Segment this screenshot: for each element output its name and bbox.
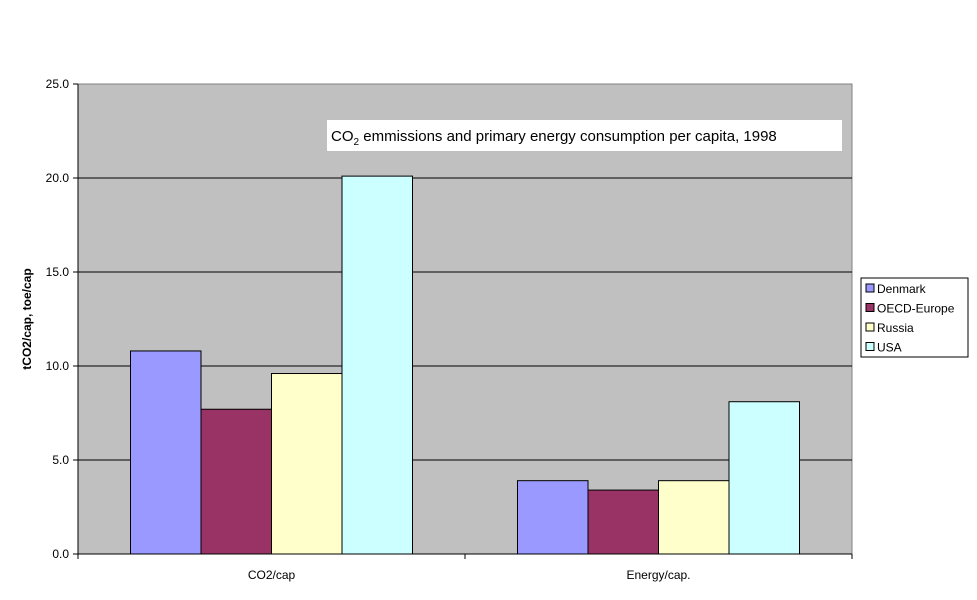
- y-tick-label: 25.0: [46, 77, 70, 91]
- x-axis-ticks: CO2/cap Energy/cap.: [77, 554, 853, 582]
- y-axis-ticks: 0.0 5.0 10.0 15.0 20.0 25.0: [46, 77, 78, 561]
- chart-title: CO2 emmissions and primary energy consum…: [331, 128, 777, 148]
- legend-label: Denmark: [877, 282, 927, 296]
- legend-label: OECD-Europe: [877, 302, 955, 316]
- legend-swatch: [865, 322, 875, 332]
- chart-title-box: CO2 emmissions and primary energy consum…: [327, 120, 842, 151]
- chart-title-suffix: emmissions and primary energy consumptio…: [359, 128, 777, 145]
- bar-denmark-0: [130, 350, 202, 555]
- bar-usa-1: [728, 401, 800, 555]
- y-tick-label: 5.0: [52, 453, 69, 467]
- legend-swatch: [865, 303, 875, 312]
- x-tick-label: Energy/cap.: [626, 568, 690, 582]
- bar-oecd-europe-1: [587, 489, 659, 555]
- x-tick-label: CO2/cap: [248, 568, 296, 582]
- legend-swatch: [865, 283, 875, 293]
- bars: [130, 175, 800, 555]
- legend-label: USA: [877, 341, 902, 355]
- chart-title-prefix: CO: [331, 128, 354, 145]
- y-axis-title: tCO2/cap, toe/cap: [20, 268, 34, 369]
- y-tick-label: 15.0: [46, 265, 70, 279]
- bar-denmark-1: [517, 480, 589, 555]
- legend-swatch: [865, 342, 875, 351]
- y-tick-label: 0.0: [52, 547, 69, 561]
- legend-label: Russia: [877, 321, 914, 335]
- y-tick-label: 10.0: [46, 359, 70, 373]
- bar-russia-0: [271, 373, 343, 555]
- bar-russia-1: [658, 480, 730, 555]
- bar-oecd-europe-0: [200, 408, 272, 555]
- y-tick-label: 20.0: [46, 171, 70, 185]
- legend-box: [860, 277, 969, 358]
- chart-title-subscript: 2: [354, 137, 360, 148]
- legend: Denmark OECD-Europe Russia USA: [860, 277, 969, 358]
- bar-usa-0: [341, 175, 413, 555]
